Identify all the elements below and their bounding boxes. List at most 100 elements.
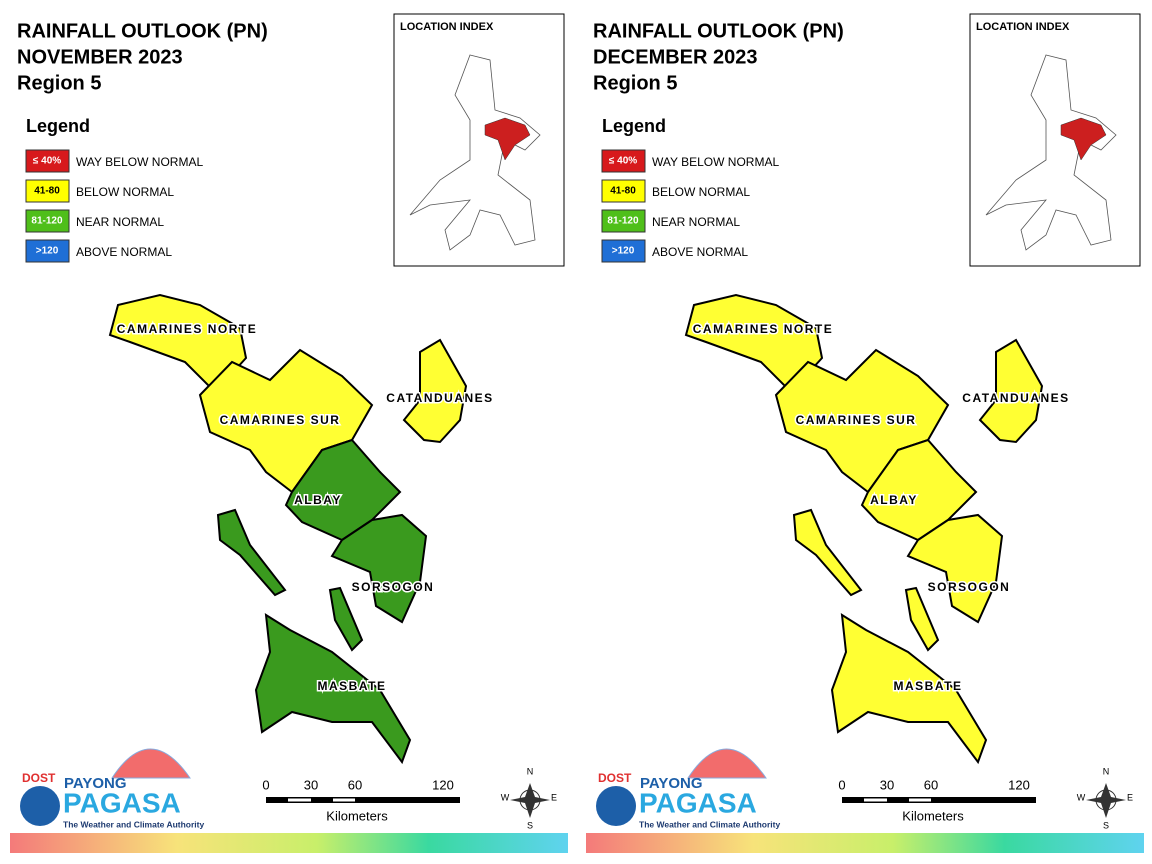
province-label: ALBAY: [870, 493, 918, 507]
logo-dost: DOST: [598, 771, 632, 785]
legend-code: ≤ 40%: [609, 156, 637, 167]
location-index-title: LOCATION INDEX: [976, 21, 1070, 33]
compass-letter: N: [527, 766, 534, 776]
province-label: CATANDUANES: [962, 391, 1069, 405]
scale-bar: [266, 797, 460, 803]
scale-segment: [909, 798, 931, 802]
compass-letter: N: [1103, 766, 1110, 776]
map-panel: RAINFALL OUTLOOK (PN) DECEMBER 2023 Region…: [586, 13, 1144, 853]
map-title: DECEMBER 2023: [593, 46, 758, 68]
color-band: [10, 833, 568, 853]
legend-swatch: [601, 239, 646, 263]
province: [684, 293, 824, 394]
province: [402, 338, 468, 444]
philippines-outline: [985, 54, 1117, 251]
compass-letter: S: [1103, 820, 1109, 830]
region-highlight: [1060, 117, 1107, 161]
legend-swatch: [601, 209, 646, 233]
logo-payong: PAYONG: [64, 775, 127, 792]
legend-code: 41-80: [34, 186, 60, 197]
umbrella: [687, 748, 767, 779]
scale-segment: [864, 798, 887, 802]
compass-letter: W: [501, 792, 510, 802]
province-label: CAMARINES SUR: [796, 413, 917, 427]
legend-code: 41-80: [610, 186, 636, 197]
legend-label: ABOVE NORMAL: [652, 245, 748, 259]
island: [328, 586, 364, 652]
location-index-title: LOCATION INDEX: [400, 21, 494, 33]
color-band: [586, 833, 1144, 853]
province-label: SORSOGON: [928, 580, 1011, 594]
umbrella: [111, 748, 191, 779]
province-label: CAMARINES SUR: [220, 413, 341, 427]
legend-swatch: [601, 149, 646, 173]
compass-ring: [519, 789, 541, 811]
scale-unit: Kilometers: [902, 808, 964, 823]
legend-code: >120: [612, 246, 635, 257]
map-title: Region 5: [17, 72, 101, 94]
scale-tick: 60: [924, 777, 938, 792]
compass-rose: [510, 783, 550, 818]
island: [792, 508, 863, 597]
scale-tick: 30: [304, 777, 318, 792]
legend-label: WAY BELOW NORMAL: [76, 155, 203, 169]
legend-label: BELOW NORMAL: [76, 185, 174, 199]
scale-segment: [333, 798, 355, 802]
province: [830, 613, 988, 765]
compass-ring: [1095, 789, 1117, 811]
logo-seal: [20, 786, 60, 826]
scale-tick: 0: [838, 777, 845, 792]
province: [906, 513, 1004, 624]
scale-tick: 60: [348, 777, 362, 792]
province-label: MASBATE: [894, 679, 963, 693]
legend-code: 81-120: [607, 216, 639, 227]
province-label: CATANDUANES: [386, 391, 493, 405]
province: [284, 438, 402, 542]
legend-code: >120: [36, 246, 59, 257]
philippines-outline: [409, 54, 541, 251]
province: [108, 293, 248, 394]
province-label: SORSOGON: [352, 580, 435, 594]
province-label: CAMARINES NORTE: [693, 322, 834, 336]
legend-title: Legend: [602, 116, 666, 136]
legend-code: 81-120: [31, 216, 63, 227]
compass-letter: E: [551, 792, 557, 802]
legend-label: NEAR NORMAL: [652, 215, 740, 229]
map-title: Region 5: [593, 72, 677, 94]
province: [978, 338, 1044, 444]
compass-letter: E: [1127, 792, 1133, 802]
logo-payong: PAYONG: [640, 775, 703, 792]
scale-tick: 120: [432, 777, 454, 792]
province: [254, 613, 412, 765]
scale-bar: [842, 797, 1036, 803]
logo-pagasa: PAGASA: [639, 787, 757, 818]
compass-rose: [1086, 783, 1126, 818]
legend-swatch: [25, 179, 70, 203]
province-label: ALBAY: [294, 493, 342, 507]
logo-tagline: The Weather and Climate Authority: [639, 819, 780, 829]
region-highlight: [484, 117, 531, 161]
legend-swatch: [25, 209, 70, 233]
legend-swatch: [25, 149, 70, 173]
compass-letter: S: [527, 820, 533, 830]
logo-pagasa: PAGASA: [63, 787, 181, 818]
province: [860, 438, 978, 542]
logo-seal: [596, 786, 636, 826]
map-title: RAINFALL OUTLOOK (PN): [17, 20, 268, 42]
province-label: MASBATE: [318, 679, 387, 693]
logo-tagline: The Weather and Climate Authority: [63, 819, 204, 829]
compass-letter: W: [1077, 792, 1086, 802]
legend-label: WAY BELOW NORMAL: [652, 155, 779, 169]
map-title: RAINFALL OUTLOOK (PN): [593, 20, 844, 42]
legend-swatch: [601, 179, 646, 203]
map-panel: RAINFALL OUTLOOK (PN) NOVEMBER 2023 Region…: [10, 13, 568, 853]
legend-code: ≤ 40%: [33, 156, 61, 167]
island: [216, 508, 287, 597]
province-label: CAMARINES NORTE: [117, 322, 258, 336]
scale-segment: [288, 798, 311, 802]
province: [330, 513, 428, 624]
legend-label: ABOVE NORMAL: [76, 245, 172, 259]
scale-tick: 30: [880, 777, 894, 792]
scale-tick: 0: [262, 777, 269, 792]
